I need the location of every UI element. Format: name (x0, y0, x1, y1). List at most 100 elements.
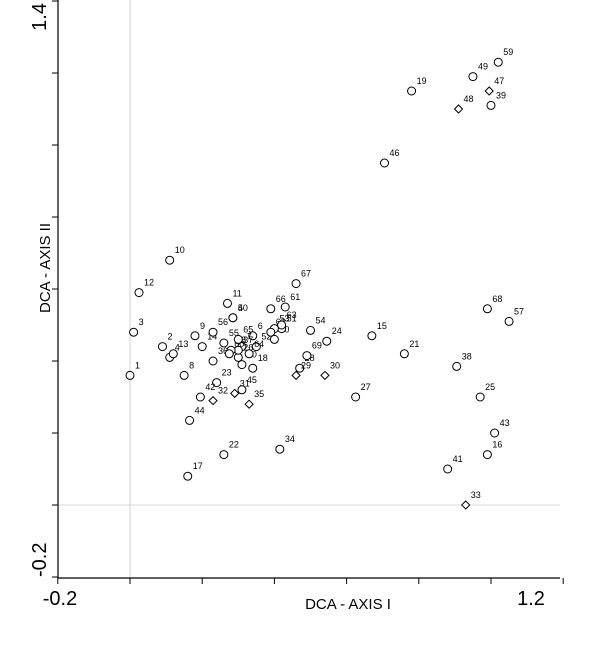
x-tick-label-max: 1.2 (517, 588, 545, 610)
point-label: 55 (229, 328, 239, 338)
circle-marker (190, 331, 200, 341)
point-label: 53 (279, 314, 289, 324)
circle-marker (266, 327, 276, 337)
x-tick-label-min: -0.2 (43, 588, 77, 610)
point-label: 5 (238, 303, 243, 313)
circle-marker (452, 361, 462, 371)
point-label: 46 (390, 148, 400, 158)
diamond-marker (208, 395, 218, 406)
circle-marker (351, 392, 361, 402)
circle-marker (233, 334, 243, 344)
point-label: 60 (234, 339, 244, 349)
point-label: 67 (301, 269, 311, 279)
point-label: 2 (167, 332, 172, 342)
point-label: 52 (261, 332, 271, 342)
point-label: 22 (229, 440, 239, 450)
axes (52, 0, 564, 584)
point-label: 61 (290, 292, 300, 302)
circle-marker (222, 298, 232, 308)
circle-marker (367, 331, 377, 341)
point-label: 47 (494, 76, 504, 86)
point-label: 8 (189, 360, 194, 370)
point-label: 42 (205, 382, 215, 392)
circle-marker (291, 279, 301, 289)
point-label: 40 (238, 303, 248, 313)
reference-lines (58, 0, 560, 578)
circle-marker (208, 327, 218, 337)
point-label: 18 (258, 353, 268, 363)
point-label: 7 (247, 332, 252, 342)
point-label: 69 (312, 341, 322, 351)
data-points: 1234567891011121314151617181920212223242… (125, 47, 524, 510)
circle-marker (125, 370, 135, 380)
point-label: 65 (243, 324, 253, 334)
circle-marker (157, 342, 167, 352)
point-label: 30 (330, 360, 340, 370)
point-label: 6 (258, 321, 263, 331)
circle-marker (134, 288, 144, 298)
circle-marker (183, 471, 193, 481)
circle-marker (490, 428, 500, 438)
circle-marker (248, 363, 258, 373)
circle-marker (195, 392, 205, 402)
point-label: 51 (287, 314, 297, 324)
point-label: 26 (243, 342, 253, 352)
point-label: 31 (240, 378, 250, 388)
point-label: 44 (195, 405, 205, 415)
diamond-marker (484, 86, 494, 96)
circle-marker (208, 356, 218, 366)
circle-marker (197, 342, 207, 352)
point-label: 54 (316, 315, 326, 325)
circle-marker (269, 334, 279, 344)
circle-marker (486, 100, 496, 110)
circle-marker (475, 392, 485, 402)
point-label: 25 (485, 382, 495, 392)
circle-marker (185, 415, 195, 425)
point-label: 35 (254, 389, 264, 399)
circle-marker (399, 349, 409, 359)
point-label: 34 (285, 434, 295, 444)
point-label: 12 (144, 278, 154, 288)
circle-marker (266, 304, 276, 314)
circle-marker (493, 57, 503, 67)
point-label: 43 (500, 418, 510, 428)
circle-marker (380, 158, 390, 168)
point-label: 4 (175, 342, 180, 352)
point-label: 11 (232, 288, 241, 298)
diamond-marker (229, 388, 240, 399)
circle-marker (482, 450, 492, 460)
diamond-marker (453, 104, 464, 114)
y-axis-title: DCA - AXIS II (37, 223, 54, 313)
point-label: 48 (464, 94, 474, 104)
circle-marker (277, 320, 287, 330)
circle-marker (179, 370, 189, 380)
x-axis-title: DCA - AXIS I (305, 596, 391, 613)
point-label: 56 (218, 317, 228, 327)
circle-marker (168, 349, 178, 359)
point-label: 59 (503, 47, 513, 57)
y-tick-label-max: 1.4 (29, 3, 51, 31)
point-label: 10 (175, 245, 185, 255)
circle-marker (306, 325, 315, 335)
point-label: 66 (276, 294, 286, 304)
point-label: 57 (514, 306, 524, 316)
point-label: 9 (200, 321, 205, 331)
diamond-marker (291, 370, 301, 381)
point-label: 33 (471, 490, 481, 500)
point-label: 21 (409, 339, 419, 349)
circle-marker (219, 450, 229, 460)
diamond-marker (461, 500, 471, 510)
circle-marker (468, 72, 478, 82)
circle-marker (228, 313, 238, 323)
point-label: 45 (247, 375, 257, 385)
circle-marker (244, 349, 254, 359)
point-label: 17 (193, 461, 203, 471)
point-label: 29 (301, 360, 311, 370)
point-label: 38 (462, 351, 472, 361)
point-label: 27 (361, 382, 371, 392)
circle-marker (443, 464, 453, 474)
circle-marker (280, 302, 290, 312)
point-label: 39 (496, 90, 506, 100)
point-label: 1 (135, 360, 140, 370)
